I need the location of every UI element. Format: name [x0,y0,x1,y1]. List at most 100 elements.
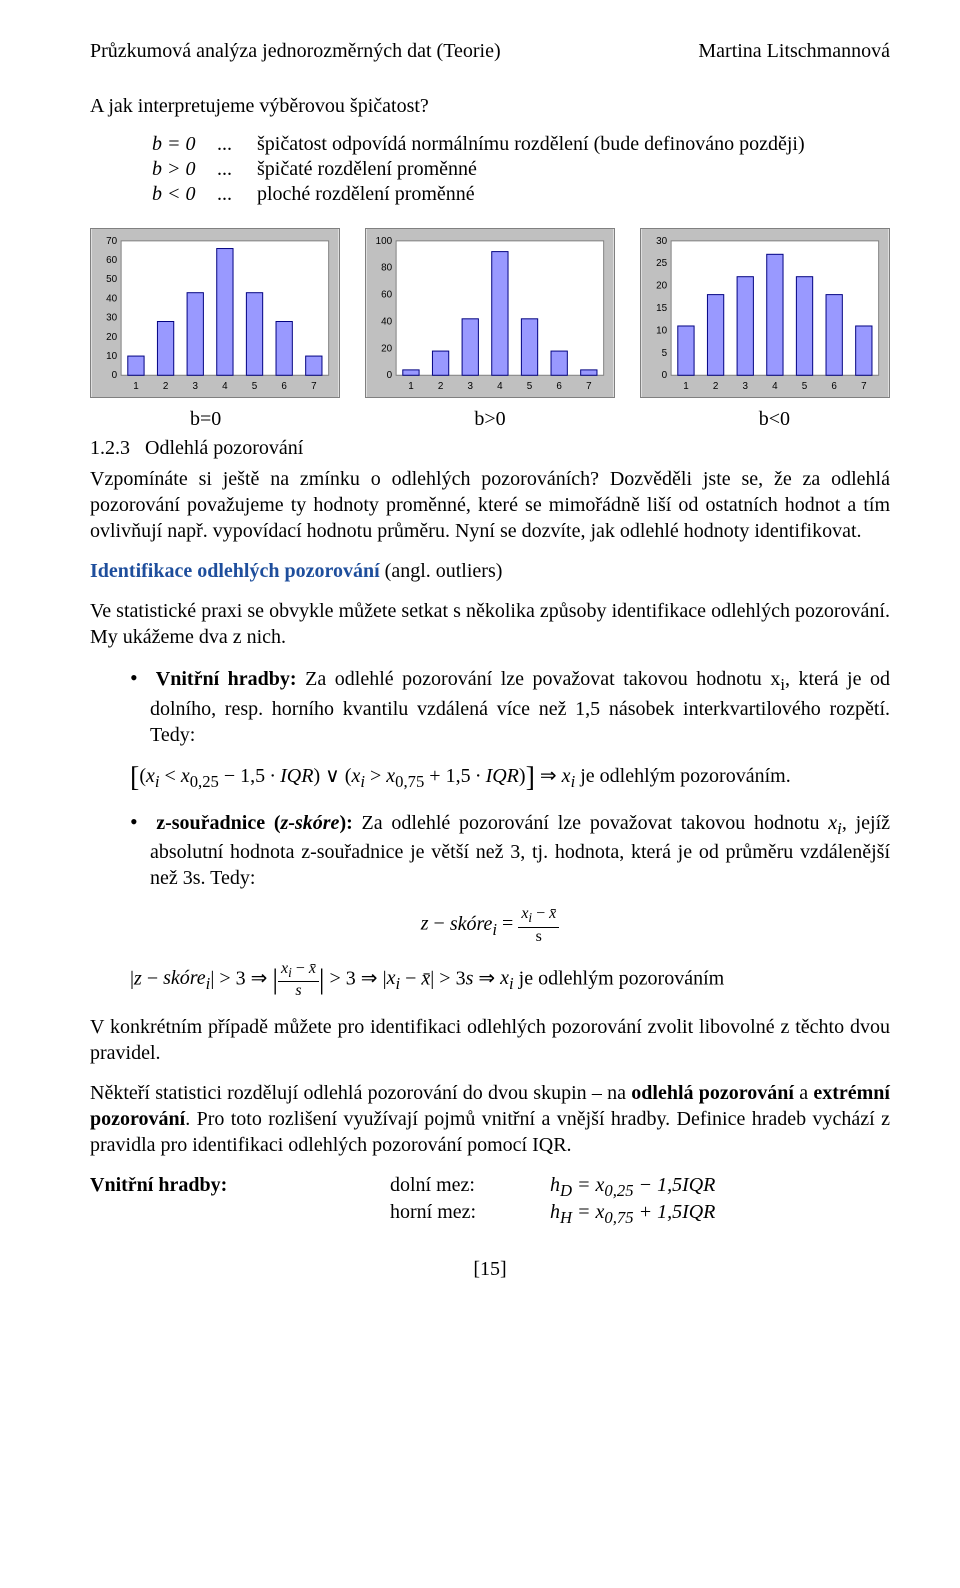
def-dots: ... [217,133,257,156]
bullet2-lead2: ): [339,812,352,834]
ident-heading-blue: Identifikace odlehlých pozorování [90,560,385,582]
formula-iqr: [(xi < x0,25 − 1,5 ∙ IQR) ∨ (xi > x0,75 … [130,762,890,794]
hradby-dolni-r: hD = x0,25 − 1,5IQR [550,1174,890,1201]
para-konkretni: V konkrétním případě můžete pro identifi… [90,1014,890,1066]
frac-num: xi − x̄ [518,905,559,927]
svg-text:7: 7 [861,381,867,392]
chart-b-lt-0: 0 5 10 15 20 25 30 1 2 3 4 5 6 7 [640,228,890,398]
def-dots: ... [217,183,257,206]
svg-text:1: 1 [408,381,414,392]
svg-text:10: 10 [106,351,117,362]
svg-text:1: 1 [683,381,689,392]
section-1-2-3: 1.2.3 Odlehlá pozorování [90,437,890,460]
chart-labels-row: b=0 b>0 b<0 [90,408,890,431]
svg-text:1: 1 [133,381,139,392]
def-cond: b > 0 [152,158,217,181]
para-vzpominate: Vzpomínáte si ještě na zmínku o odlehlýc… [90,466,890,544]
page: Průzkumová analýza jednorozměrných dat (… [0,0,960,1301]
def-cond: b < 0 [152,183,217,206]
svg-text:40: 40 [106,293,117,304]
def-text: špičaté rozdělení proměnné [257,158,477,181]
svg-text:100: 100 [376,236,393,247]
hradby-label-empty [90,1201,390,1228]
svg-text:3: 3 [742,381,748,392]
svg-text:0: 0 [662,370,668,381]
charts-row: 0 10 20 30 40 50 60 70 1 2 3 4 5 6 7 0 20 40 60 80 100 1 2 3 4 5… [90,228,890,398]
frac-den: s [518,928,559,946]
svg-text:50: 50 [106,274,117,285]
page-number: [15] [90,1258,890,1281]
bullet1-text: Za odlehlé pozorování lze považovat tako… [297,668,781,690]
txt1: Někteří statistici rozdělují odlehlá poz… [90,1082,631,1104]
svg-text:20: 20 [106,332,117,343]
svg-text:15: 15 [656,303,667,314]
svg-text:30: 30 [656,236,667,247]
def-dots: ... [217,158,257,181]
txt2: a [794,1082,813,1104]
section-num: 1.2.3 [90,437,130,459]
txt3: . Pro toto rozlišení využívají pojmů vni… [90,1108,890,1156]
svg-text:4: 4 [222,381,228,392]
para-praxe: Ve statistické praxi se obvykle můžete s… [90,598,890,650]
svg-text:60: 60 [381,290,392,301]
bullet-zskore: • z-souřadnice (z-skóre): Za odlehlé poz… [130,808,890,892]
svg-text:25: 25 [656,258,667,269]
svg-text:3: 3 [467,381,473,392]
def-text: špičatost odpovídá normálnímu rozdělení … [257,133,805,156]
svg-text:60: 60 [106,255,117,266]
bullet2-lead-i: z-skóre [281,812,340,834]
svg-text:5: 5 [802,381,808,392]
def-row: b = 0 ... špičatost odpovídá normálnímu … [152,133,890,156]
svg-text:4: 4 [497,381,503,392]
def-text: ploché rozdělení proměnné [257,183,475,206]
svg-text:20: 20 [656,281,667,292]
chart-b-eq-0: 0102030405060701234567 [90,228,340,398]
def-row: b > 0 ... špičaté rozdělení proměnné [152,158,890,181]
svg-text:4: 4 [772,381,778,392]
chart-label: b<0 [759,408,790,431]
svg-text:2: 2 [163,381,169,392]
svg-text:70: 70 [106,236,117,247]
bullet1-lead: Vnitřní hradby: [156,668,297,690]
hradby-row-2: horní mez: hH = x0,75 + 1,5IQR [90,1201,890,1228]
def-row: b < 0 ... ploché rozdělení proměnné [152,183,890,206]
svg-text:2: 2 [713,381,719,392]
bullet-icon: • [130,809,156,834]
hradby-row-1: Vnitřní hradby: dolní mez: hD = x0,25 − … [90,1174,890,1201]
formula-zskore-chain: |z − skórei| > 3 ⇒ |xi − x̄s| > 3 ⇒ |xi … [130,960,890,1000]
svg-text:10: 10 [656,325,667,336]
chart-label: b>0 [474,408,505,431]
ident-heading: Identifikace odlehlých pozorování (angl.… [90,558,890,584]
svg-text:80: 80 [381,263,392,274]
svg-text:30: 30 [106,313,117,324]
txt-b1: odlehlá pozorování [631,1082,794,1104]
formula1-rhs: je odlehlým pozorováním. [575,765,791,787]
bullet-icon: • [130,665,156,690]
bullet-vnitrni-hradby: • Vnitřní hradby: Za odlehlé pozorování … [130,664,890,748]
svg-text:5: 5 [527,381,533,392]
bullet2-lead: z-souřadnice ( [156,812,280,834]
chart-b-gt-0: 0204060801001234567 [365,228,615,398]
hradby-dolni-l: dolní mez: [390,1174,550,1201]
header-left: Průzkumová analýza jednorozměrných dat (… [90,40,501,63]
hradby-horni-r: hH = x0,75 + 1,5IQR [550,1201,890,1228]
page-header: Průzkumová analýza jednorozměrných dat (… [90,40,890,63]
svg-text:6: 6 [831,381,837,392]
intro-question: A jak interpretujeme výběrovou špičatost… [90,93,890,119]
ident-heading-rest: (angl. outliers) [385,560,503,582]
svg-text:6: 6 [556,381,562,392]
hradby-horni-l: horní mez: [390,1201,550,1228]
bullet2-xi: xi [828,812,842,834]
svg-text:5: 5 [662,348,668,359]
svg-text:7: 7 [586,381,592,392]
formula2-c: je odlehlým pozorováním [514,967,725,989]
bullet2-text: Za odlehlé pozorování lze považovat tako… [353,812,829,834]
definition-block: b = 0 ... špičatost odpovídá normálnímu … [152,133,890,206]
svg-text:40: 40 [381,316,392,327]
svg-text:20: 20 [381,343,392,354]
def-cond: b = 0 [152,133,217,156]
chart-label: b=0 [190,408,221,431]
hradby-label: Vnitřní hradby: [90,1174,390,1201]
svg-text:3: 3 [192,381,198,392]
svg-text:0: 0 [387,370,393,381]
